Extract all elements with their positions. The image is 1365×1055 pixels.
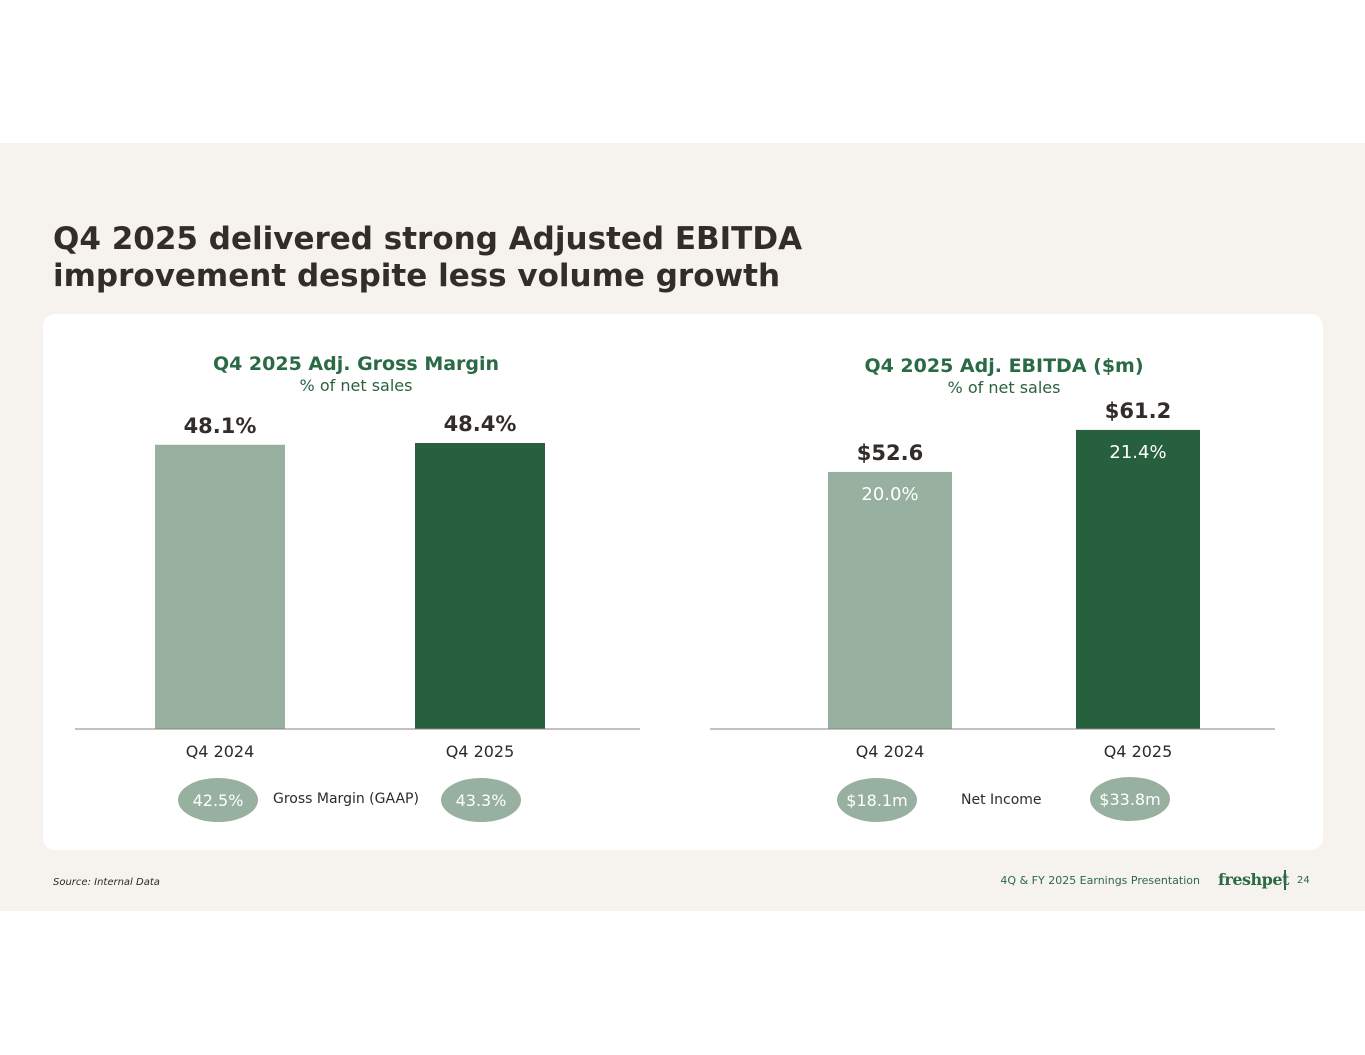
margin-label: 21.4%	[1109, 442, 1166, 463]
bar-q4-2024	[155, 444, 285, 729]
value-label: 48.1%	[184, 414, 257, 438]
title-line-2: improvement despite less volume growth	[53, 258, 781, 294]
gross-margin-title: Q4 2025 Adj. Gross Margin	[212, 353, 500, 375]
x-tick-label: Q4 2024	[186, 742, 255, 761]
presentation-name: 4Q & FY 2025 Earnings Presentation	[1000, 874, 1200, 887]
freshpet-logo: freshpet	[1218, 870, 1289, 889]
x-tick-label: Q4 2025	[446, 742, 515, 761]
value-label: $61.2	[1105, 399, 1171, 423]
gaap-margin-2025-pill: 43.3%	[441, 778, 521, 822]
x-tick-label: Q4 2025	[1104, 742, 1173, 761]
gaap-margin-label: Gross Margin (GAAP)	[273, 791, 419, 807]
ebitda-subtitle: % of net sales	[947, 378, 1061, 397]
slide-title: Q4 2025 delivered strong Adjusted EBITDA…	[53, 221, 953, 295]
bar-q4-2024	[828, 471, 952, 729]
gross-margin-subtitle: % of net sales	[299, 376, 413, 395]
gross-margin-chart-title: Q4 2025 Adj. Gross Margin % of net sales	[156, 352, 556, 396]
ebitda-chart: $52.6 20.0% Q4 2024 $61.2 21.4% Q4 2025	[710, 399, 1275, 761]
gross-margin-chart: 48.1% Q4 2024 48.4% Q4 2025	[75, 412, 640, 761]
footer-divider	[1284, 870, 1286, 890]
net-income-2025-pill: $33.8m	[1090, 777, 1170, 821]
value-label: $52.6	[857, 441, 923, 465]
charts-panel: Q4 2025 Adj. Gross Margin % of net sales…	[43, 314, 1323, 850]
x-tick-label: Q4 2024	[856, 742, 925, 761]
bar-q4-2025	[1076, 429, 1200, 729]
slide: Q4 2025 delivered strong Adjusted EBITDA…	[0, 143, 1365, 911]
net-income-2024-pill: $18.1m	[837, 778, 917, 822]
page-number: 24	[1297, 875, 1310, 886]
bar-q4-2025	[415, 443, 545, 729]
gaap-margin-2024-pill: 42.5%	[178, 778, 258, 822]
title-line-1: Q4 2025 delivered strong Adjusted EBITDA	[53, 221, 803, 257]
ebitda-title: Q4 2025 Adj. EBITDA ($m)	[864, 355, 1144, 377]
margin-label: 20.0%	[861, 484, 918, 505]
source-note: Source: Internal Data	[53, 877, 160, 888]
net-income-label: Net Income	[961, 792, 1042, 808]
ebitda-chart-title: Q4 2025 Adj. EBITDA ($m) % of net sales	[804, 354, 1204, 398]
value-label: 48.4%	[444, 412, 517, 436]
